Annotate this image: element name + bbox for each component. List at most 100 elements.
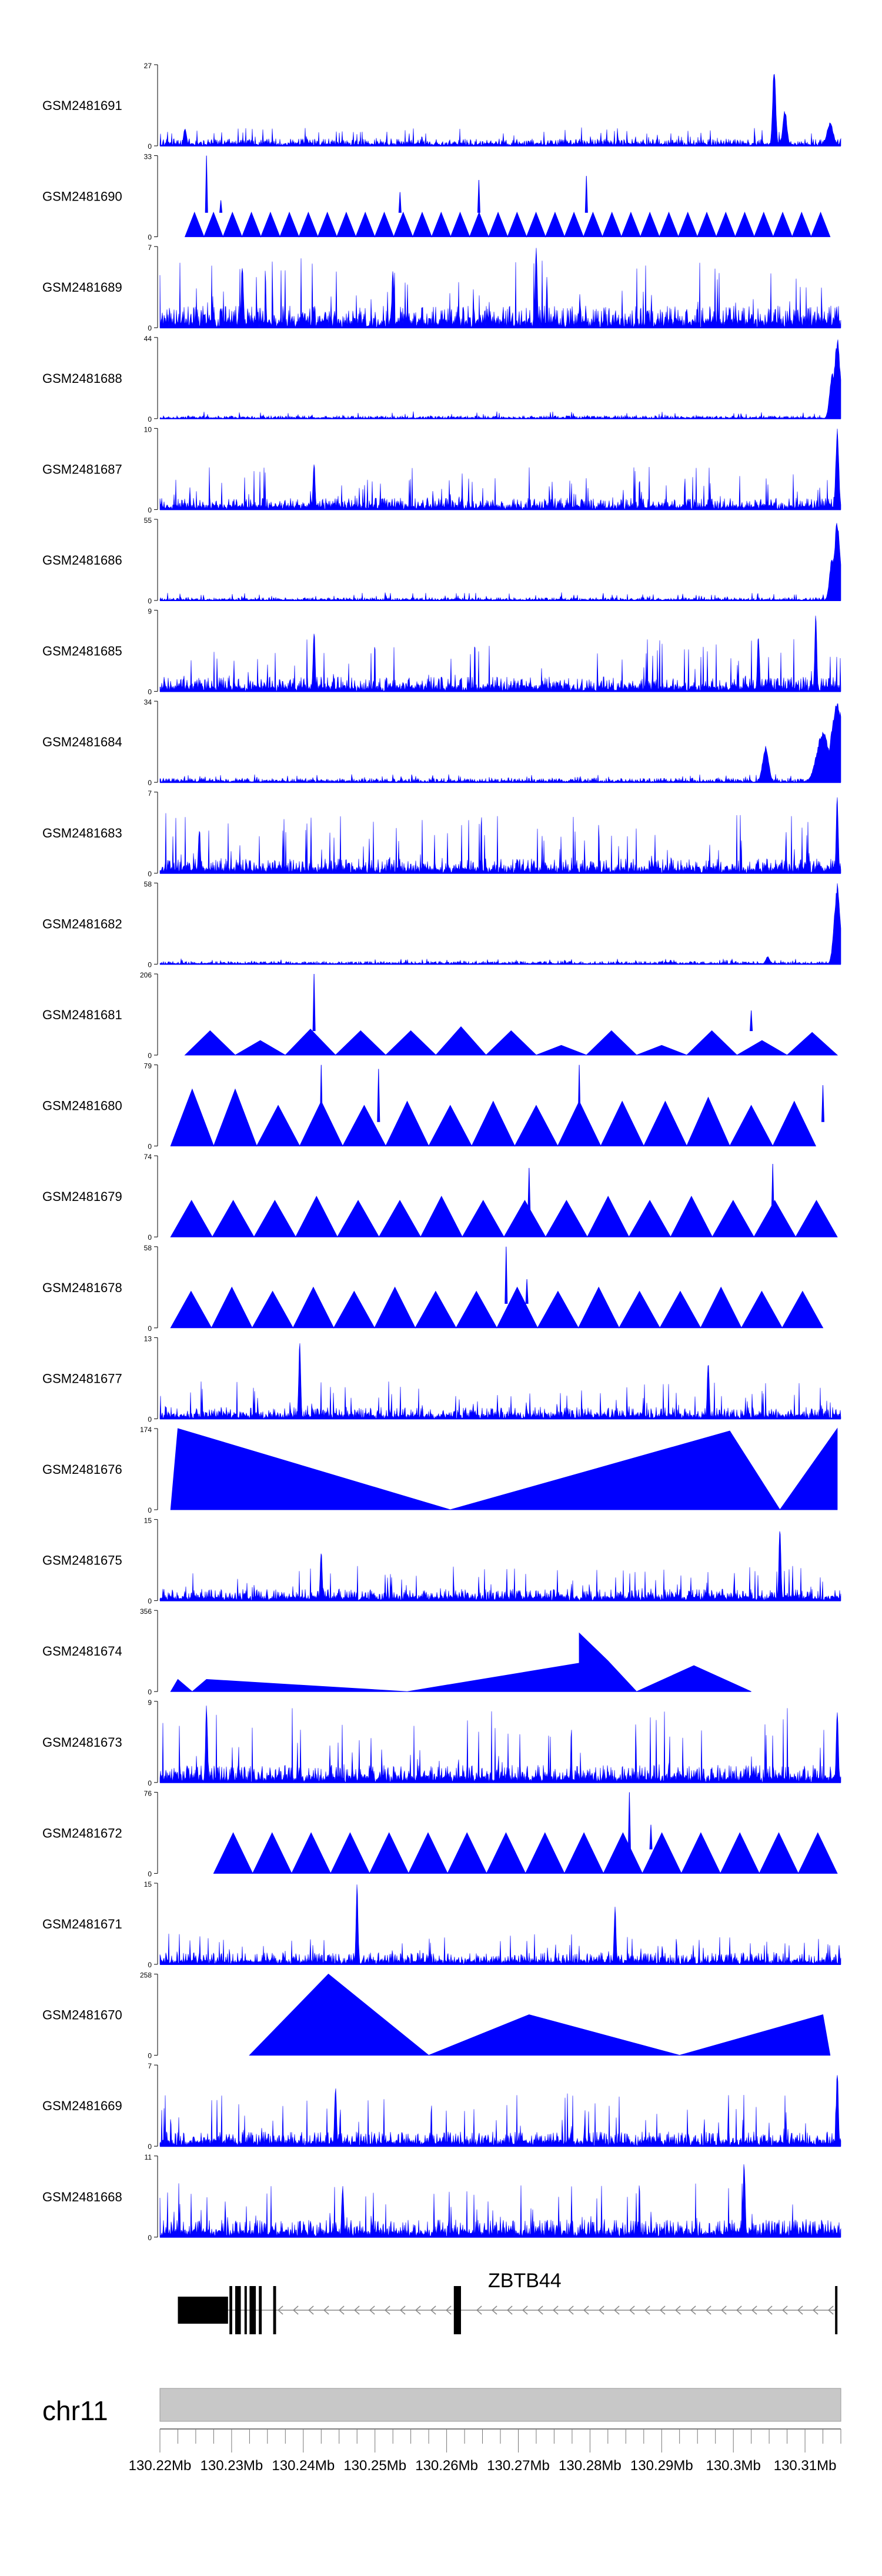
coverage-spike	[377, 1069, 380, 1122]
coverage-area	[184, 211, 831, 238]
gene-label: ZBTB44	[488, 2270, 562, 2292]
track-max-value: 11	[145, 2153, 152, 2161]
track-min-value: 0	[148, 870, 152, 878]
track-label: GSM2481682	[42, 916, 122, 931]
strand-arrow	[766, 2305, 773, 2315]
coverage-area	[159, 703, 841, 783]
gene-exon	[273, 2286, 276, 2334]
coverage-area	[170, 1196, 838, 1238]
track-max-value: 33	[144, 153, 152, 161]
track-GSM2481676: GSM2481676 174 0	[42, 1426, 838, 1514]
track-min-value: 0	[148, 2052, 152, 2060]
coverage-area	[159, 1531, 841, 1601]
coverage-area	[170, 1632, 751, 1692]
track-label: GSM2481670	[42, 2008, 122, 2023]
track-GSM2481684: GSM2481684 34 0	[42, 698, 841, 787]
strand-arrow	[476, 2305, 482, 2315]
strand-arrow	[491, 2305, 497, 2315]
track-max-value: 7	[148, 243, 152, 252]
track-max-value: 55	[144, 516, 152, 525]
strand-arrow	[323, 2305, 329, 2315]
track-GSM2481679: GSM2481679 74 0	[42, 1153, 838, 1242]
track-GSM2481690: GSM2481690 33 0	[42, 153, 831, 242]
coverage-area	[159, 428, 841, 510]
strand-arrow	[292, 2305, 299, 2315]
track-label: GSM2481686	[42, 553, 122, 568]
coverage-spike	[205, 155, 208, 213]
coverage-spike	[219, 200, 223, 213]
coverage-area	[249, 1973, 831, 2056]
track-label: GSM2481687	[42, 462, 122, 476]
coverage-spike	[319, 1065, 323, 1122]
x-tick-label: 130.23Mb	[201, 2458, 263, 2474]
coverage-spike	[750, 1010, 753, 1032]
strand-arrow	[506, 2305, 513, 2315]
track-min-value: 0	[148, 1870, 152, 1878]
track-label: GSM2481671	[42, 1917, 122, 1931]
strand-arrow	[797, 2305, 803, 2315]
chromosome-band	[159, 2388, 841, 2422]
coverage-area	[170, 1088, 817, 1147]
track-min-value: 0	[148, 233, 152, 242]
track-max-value: 76	[144, 1789, 152, 1797]
coverage-spike	[771, 1163, 774, 1213]
track-max-value: 79	[144, 1062, 152, 1070]
strand-arrow	[522, 2305, 528, 2315]
track-min-value: 0	[148, 1961, 152, 1969]
chromosome-axis: chr11 130.22Mb 130.23Mb 130.24Mb 130.25Mb 13…	[42, 2388, 841, 2474]
gene-exon	[249, 2286, 256, 2334]
strand-arrow	[430, 2305, 436, 2315]
coverage-area	[159, 883, 841, 965]
strand-arrow	[583, 2305, 589, 2315]
track-max-value: 7	[148, 789, 152, 798]
coverage-spike	[649, 1824, 653, 1850]
coverage-spike	[821, 1085, 825, 1122]
track-GSM2481683: GSM2481683 7 0	[42, 789, 841, 878]
track-GSM2481685: GSM2481685 9 0	[42, 608, 841, 696]
gene-exon	[835, 2286, 838, 2334]
track-GSM2481691: GSM2481691 27 0	[42, 62, 841, 151]
strand-arrow	[629, 2305, 635, 2315]
track-label: GSM2481677	[42, 1371, 122, 1386]
strand-arrow	[659, 2305, 666, 2315]
x-tick-label: 130.31Mb	[774, 2458, 837, 2474]
gene-exon	[178, 2297, 228, 2324]
track-min-value: 0	[148, 1506, 152, 1514]
track-label: GSM2481690	[42, 189, 122, 204]
track-GSM2481671: GSM2481671 15 0	[42, 1880, 841, 1969]
track-min-value: 0	[148, 1779, 152, 1787]
track-max-value: 174	[140, 1426, 152, 1434]
chromosome-label: chr11	[42, 2395, 108, 2426]
strand-arrow	[598, 2305, 604, 2315]
track-min-value: 0	[148, 2234, 152, 2242]
strand-arrow	[751, 2305, 757, 2315]
track-min-value: 0	[148, 1324, 152, 1333]
strand-arrow	[369, 2305, 375, 2315]
coverage-spike	[398, 192, 402, 213]
strand-arrow	[674, 2305, 681, 2315]
track-GSM2481680: GSM2481680 79 0	[42, 1062, 825, 1151]
track-max-value: 15	[144, 1880, 152, 1888]
coverage-spike	[477, 179, 480, 213]
track-min-value: 0	[148, 1597, 152, 1606]
track-max-value: 10	[144, 425, 152, 433]
track-label: GSM2481680	[42, 1099, 122, 1113]
track-GSM2481681: GSM2481681 206 0	[42, 971, 838, 1060]
track-GSM2481687: GSM2481687 10 0	[42, 425, 841, 514]
coverage-area	[159, 74, 841, 147]
coverage-tracks: GSM2481691270GSM2481690330GSM248168970GS…	[42, 62, 841, 2242]
track-GSM2481682: GSM2481682 58 0	[42, 880, 841, 969]
gene-exon	[235, 2286, 240, 2334]
track-label: GSM2481675	[42, 1553, 122, 1568]
track-label: GSM2481689	[42, 280, 122, 295]
strand-arrow	[277, 2305, 283, 2315]
track-min-value: 0	[148, 506, 152, 514]
strand-arrow	[690, 2305, 696, 2315]
coverage-area	[159, 1884, 841, 1965]
track-min-value: 0	[148, 688, 152, 696]
track-max-value: 74	[144, 1153, 152, 1161]
track-label: GSM2481678	[42, 1280, 122, 1295]
strand-arrow	[353, 2305, 360, 2315]
strand-arrow	[537, 2305, 543, 2315]
coverage-area	[159, 1705, 841, 1783]
